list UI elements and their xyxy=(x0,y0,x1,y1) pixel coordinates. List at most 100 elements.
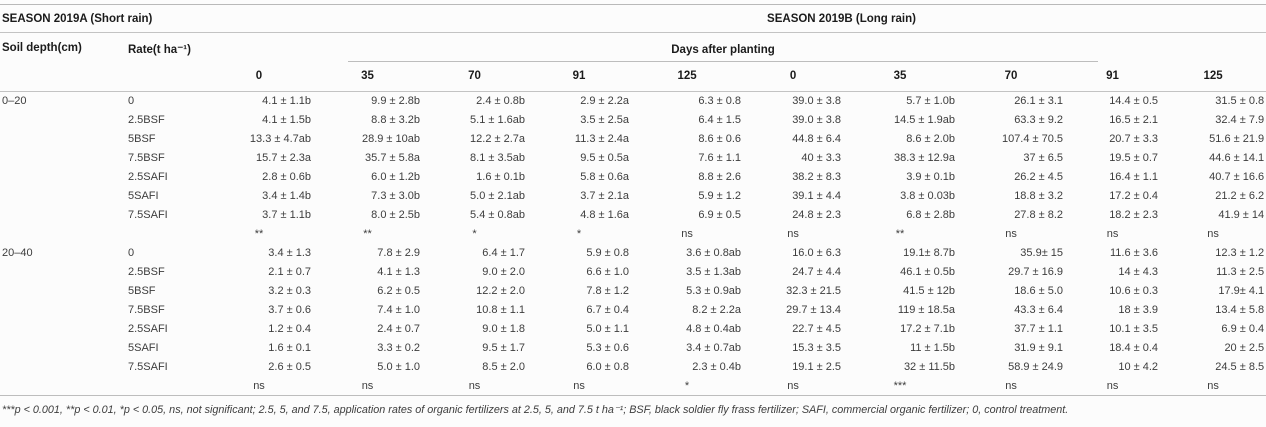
value-cell: 3.2 ± 0.3 xyxy=(268,285,311,297)
value-cell: 7.6 ± 1.1 xyxy=(698,152,742,164)
significance-cell: * xyxy=(472,228,477,240)
value-cell: 3.7 ± 2.1a xyxy=(580,190,630,202)
table-footnote: ***p < 0.001, **p < 0.01, *p < 0.05, ns,… xyxy=(2,404,1069,416)
table-row: 0–20 0 4.1 ± 1.1b 9.9 ± 2.8b 2.4 ± 0.8b 2.9 ±… xyxy=(0,92,1266,111)
value-cell: 8.2 ± 2.2a xyxy=(692,304,742,316)
value-cell: 10.8 ± 1.1 xyxy=(476,304,525,316)
value-cell: 6.6 ± 1.0 xyxy=(586,266,630,278)
value-cell: 1.2 ± 0.4 xyxy=(268,323,311,335)
value-cell: 6.4 ± 1.7 xyxy=(482,247,525,259)
significance-cell: ns xyxy=(361,379,374,392)
value-cell: 4.1 ± 1.3 xyxy=(377,266,420,278)
value-cell: 16.0 ± 6.3 xyxy=(792,247,842,259)
value-cell: 5.9 ± 1.2 xyxy=(698,190,742,202)
value-cell: 6.0 ± 1.2b xyxy=(371,171,420,183)
value-cell: 18.6 ± 5.0 xyxy=(1014,285,1064,297)
rate-cell: 2.5SAFI xyxy=(128,171,168,183)
significance-cell: ** xyxy=(363,228,372,240)
rate-cell: 2.5BSF xyxy=(128,114,165,126)
value-cell: 7.8 ± 1.2 xyxy=(586,285,630,297)
significance-cell: ns xyxy=(681,228,693,240)
day-column-header: 35 xyxy=(843,61,958,92)
season-header-row: SEASON 2019A (Short rain) SEASON 2019B (… xyxy=(0,4,1266,33)
day-column-header: 0 xyxy=(205,61,313,92)
value-cell: 9.0 ± 2.0 xyxy=(482,266,525,278)
value-cell: 16.4 ± 1.1 xyxy=(1109,171,1159,183)
value-cell: 13.4 ± 5.8 xyxy=(1215,304,1265,316)
season-b-header: SEASON 2019B (Long rain) xyxy=(631,4,1266,33)
value-cell: 32.3 ± 21.5 xyxy=(786,285,842,297)
value-cell: 5.7 ± 1.0b xyxy=(906,95,956,108)
value-cell: 63.3 ± 9.2 xyxy=(1014,114,1064,126)
value-cell: 39.0 ± 3.8 xyxy=(792,114,842,126)
significance-cell: * xyxy=(576,228,582,240)
rate-cell: 7.5BSF xyxy=(128,304,165,316)
table-body: 0–20 0 4.1 ± 1.1b 9.9 ± 2.8b 2.4 ± 0.8b 2.9 ±… xyxy=(0,92,1266,396)
value-cell: 18.8 ± 3.2 xyxy=(1014,190,1064,202)
value-cell: 5.1 ± 1.6ab xyxy=(470,114,525,126)
value-cell: 35.7 ± 5.8a xyxy=(365,152,420,164)
value-cell: 3.7 ± 0.6 xyxy=(268,304,311,316)
value-cell: 119 ± 18.5a xyxy=(897,304,956,316)
value-cell: 19.1 ± 2.5 xyxy=(792,361,842,373)
value-cell: 18.2 ± 2.3 xyxy=(1109,209,1159,221)
rate-cell: 7.5SAFI xyxy=(128,209,168,221)
value-cell: 39.1 ± 4.4 xyxy=(792,190,842,202)
value-cell: 3.7 ± 1.1b xyxy=(262,209,311,221)
rate-cell: 2.5SAFI xyxy=(128,323,168,335)
value-cell: 5.3 ± 0.6 xyxy=(586,342,630,354)
value-cell: 12.3 ± 1.2 xyxy=(1215,247,1265,259)
value-cell: 11.3 ± 2.5 xyxy=(1216,266,1265,278)
value-cell: 44.8 ± 6.4 xyxy=(792,133,842,145)
soil-depth-cell xyxy=(0,187,110,206)
significance-cell: ns xyxy=(1106,228,1119,240)
value-cell: 17.2 ± 7.1b xyxy=(900,323,956,335)
significance-cell: ns xyxy=(1005,228,1017,240)
rate-cell: 5SAFI xyxy=(128,190,159,202)
soil-depth-cell xyxy=(0,320,110,339)
value-cell: 6.7 ± 0.4 xyxy=(586,304,630,316)
value-cell: 14.5 ± 1.9ab xyxy=(893,114,956,126)
significance-cell: ns xyxy=(1106,379,1119,392)
value-cell: 15.7 ± 2.3a xyxy=(256,152,311,164)
rate-cell: 5BSF xyxy=(128,133,156,145)
significance-cell: ns xyxy=(787,379,799,392)
value-cell: 17.9± 4.1 xyxy=(1218,285,1265,297)
rate-cell: 5BSF xyxy=(128,285,156,297)
column-group-header-row: Soil depth(cm) Rate(t ha⁻¹) Days after p… xyxy=(0,32,1266,92)
value-cell: 8.5 ± 2.0 xyxy=(482,361,525,373)
value-cell: 39.0 ± 3.8 xyxy=(792,95,842,108)
table-row: 20–40 0 3.4 ± 1.3 7.8 ± 2.9 6.4 ± 1.7 5.9 ± 0… xyxy=(0,244,1266,263)
value-cell: 29.7 ± 16.9 xyxy=(1008,266,1064,278)
value-cell: 2.3 ± 0.4b xyxy=(692,361,742,373)
value-cell: 2.4 ± 0.8b xyxy=(476,95,525,108)
value-cell: 21.2 ± 6.2 xyxy=(1215,190,1265,202)
soil-depth-cell xyxy=(0,282,110,301)
soil-depth-cell xyxy=(0,301,110,320)
value-cell: 26.2 ± 4.5 xyxy=(1014,171,1064,183)
value-cell: 5.4 ± 0.8ab xyxy=(470,209,525,221)
value-cell: 3.9 ± 0.1b xyxy=(906,171,956,183)
significance-cell: *** xyxy=(893,379,907,392)
value-cell: 6.9 ± 0.5 xyxy=(698,209,742,221)
soil-depth-cell: 20–40 xyxy=(2,247,33,259)
value-cell: 31.5 ± 0.8 xyxy=(1215,95,1265,108)
soil-depth-cell xyxy=(0,263,110,282)
value-cell: 44.6 ± 14.1 xyxy=(1209,152,1265,164)
soil-depth-cell xyxy=(0,168,110,187)
value-cell: 11.6 ± 3.6 xyxy=(1110,247,1159,259)
table-row: 7.5BSF 3.7 ± 0.6 7.4 ± 1.0 10.8 ± 1.1 6.7 ± … xyxy=(0,301,1266,320)
day-column-header: 91 xyxy=(527,61,632,92)
rate-cell: 0 xyxy=(128,247,135,259)
day-column-header: 125 xyxy=(1160,61,1266,92)
significance-cell: ns xyxy=(253,379,265,392)
value-cell: 6.8 ± 2.8b xyxy=(906,209,956,221)
value-cell: 9.5 ± 0.5a xyxy=(580,152,630,164)
days-after-planting-label: Days after planting xyxy=(348,44,1099,62)
value-cell: 7.8 ± 2.9 xyxy=(377,247,420,259)
value-cell: 18.4 ± 0.4 xyxy=(1109,342,1159,354)
value-cell: 107.4 ± 70.5 xyxy=(1001,133,1064,145)
value-cell: 2.9 ± 2.2a xyxy=(580,95,630,108)
table-row: 2.5BSF 2.1 ± 0.7 4.1 ± 1.3 9.0 ± 2.0 6.6 ± 1… xyxy=(0,263,1266,282)
value-cell: 41.5 ± 12b xyxy=(903,285,956,297)
